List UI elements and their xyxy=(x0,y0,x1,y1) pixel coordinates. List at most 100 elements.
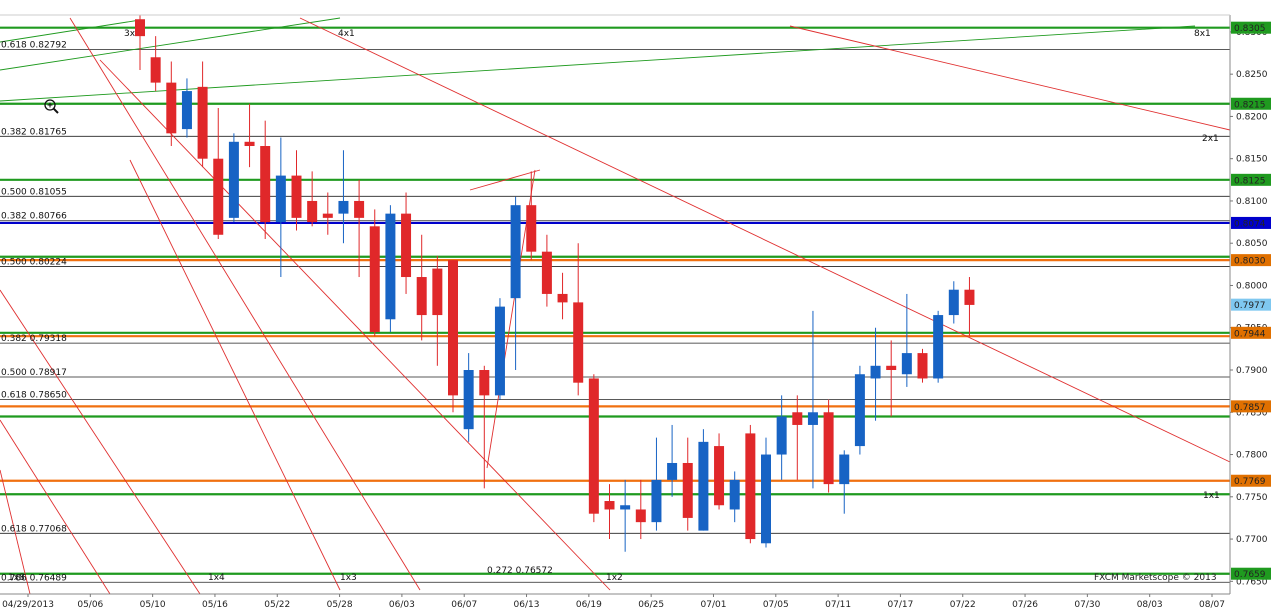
gann-fan-line xyxy=(0,19,141,43)
price-tag-box xyxy=(1231,173,1271,186)
candle-body xyxy=(228,141,239,218)
candle-body xyxy=(494,306,505,396)
candle-body xyxy=(776,416,787,455)
candle-body xyxy=(604,501,615,510)
candle-body xyxy=(401,213,412,278)
candle-body xyxy=(463,370,474,430)
fib-level-label: 0.500 0.78917 xyxy=(1,368,67,378)
price-tag-label: 0.7659 xyxy=(1234,570,1266,580)
x-tick-label: 07/11 xyxy=(825,600,851,610)
candle-body xyxy=(166,82,177,134)
candle-body xyxy=(635,509,646,523)
candle-body xyxy=(526,205,537,252)
gann-label: 4x1 xyxy=(338,29,355,39)
price-tag-label: 0.8030 xyxy=(1234,257,1266,267)
y-tick-label: 0.7700 xyxy=(1236,535,1268,545)
fib-level-label: 0.500 0.81055 xyxy=(1,187,67,197)
gann-fan-line xyxy=(129,159,341,591)
candle-body xyxy=(432,268,443,316)
candle-body xyxy=(714,446,725,506)
candle-body xyxy=(886,365,897,371)
gann-fan-line xyxy=(0,419,111,595)
level-lines-layer xyxy=(0,26,1230,583)
x-tick-label: 05/10 xyxy=(140,600,166,610)
candle-body xyxy=(197,86,208,159)
y-tick-label: 0.7800 xyxy=(1236,451,1268,461)
candle-body xyxy=(823,412,834,485)
price-tag-box xyxy=(1231,21,1271,34)
candle-body xyxy=(213,158,224,235)
candle-body xyxy=(260,146,271,223)
x-tick-label: 08/03 xyxy=(1137,600,1163,610)
watermark: FXCM Marketscope © 2013 xyxy=(1094,573,1217,583)
gann-label: 1x1 xyxy=(1203,491,1220,501)
price-tag-label: 0.8215 xyxy=(1234,100,1266,110)
price-tag-box xyxy=(1231,298,1271,311)
candle-body xyxy=(291,175,302,218)
gann-fan-line xyxy=(69,17,421,591)
candle-body xyxy=(479,370,490,396)
candle-body xyxy=(745,433,756,540)
candle-body xyxy=(870,365,881,379)
price-tag-box xyxy=(1231,97,1271,110)
candle-body xyxy=(385,213,396,320)
x-tick-label: 07/01 xyxy=(701,600,727,610)
candle-body xyxy=(729,479,740,510)
y-tick-label: 0.8150 xyxy=(1236,155,1268,165)
price-tag-box xyxy=(1231,254,1271,267)
fib-level-label: 0.500 0.80224 xyxy=(1,258,67,268)
candle-body xyxy=(698,441,709,531)
candles-layer xyxy=(135,15,975,552)
gann-fan-line xyxy=(0,17,341,71)
zoom-cursor-icon xyxy=(44,99,59,114)
gann-label: 1x8 xyxy=(8,573,25,583)
price-tag-box xyxy=(1231,216,1271,229)
candle-body xyxy=(322,213,333,218)
candle-body xyxy=(244,141,255,147)
candle-body xyxy=(510,205,521,299)
gann-fan-line xyxy=(0,469,31,595)
x-tick-label: 04/29/2013 xyxy=(2,600,54,610)
x-tick-label: 05/28 xyxy=(327,600,353,610)
price-tag-box xyxy=(1231,474,1271,487)
gann-fan-line xyxy=(789,25,1231,131)
fib-level-label: 0.382 0.79318 xyxy=(1,334,67,344)
x-tick-label: 05/22 xyxy=(264,600,290,610)
price-tag-box xyxy=(1231,326,1271,339)
gann-fan-line xyxy=(469,169,541,191)
fib-level-label: 0.382 0.81765 xyxy=(1,127,67,137)
x-tick-label: 08/07 xyxy=(1199,600,1225,610)
y-tick-label: 0.8200 xyxy=(1236,112,1268,122)
candle-body xyxy=(651,479,662,523)
y-tick-label: 0.7850 xyxy=(1236,408,1268,418)
y-tick-label: 0.8000 xyxy=(1236,281,1268,291)
gann-label: 3x1 xyxy=(124,29,141,39)
candle-body xyxy=(839,454,850,485)
gann-label: 2x1 xyxy=(1202,134,1219,144)
candle-body xyxy=(275,175,286,223)
gann-fan-line xyxy=(0,289,201,595)
candle-body xyxy=(620,505,631,510)
candle-body xyxy=(588,378,599,514)
candle-body xyxy=(933,315,944,379)
y-tick-label: 0.8100 xyxy=(1236,197,1268,207)
gann-lines-layer: 3x1 4x1 8x1 2x1 1x1 1x8 1x4 1x3 1x2 xyxy=(0,17,1231,595)
y-tick-label: 0.8050 xyxy=(1236,239,1268,249)
candle-body xyxy=(917,353,928,379)
candle-body xyxy=(181,91,192,130)
price-tag-label: 0.8125 xyxy=(1234,176,1266,186)
candle-body xyxy=(135,19,145,37)
x-tick-label: 06/25 xyxy=(638,600,664,610)
price-tag-label: 0.7977 xyxy=(1234,301,1266,311)
candle-body xyxy=(854,374,865,447)
x-tick-label: 06/03 xyxy=(389,600,415,610)
x-tick-label: 07/05 xyxy=(763,600,789,610)
price-tag-label: 0.8305 xyxy=(1234,24,1266,34)
x-tick-label: 07/22 xyxy=(950,600,976,610)
price-tag-label: 0.7944 xyxy=(1234,329,1266,339)
fib-level-label: 0.382 0.80766 xyxy=(1,212,67,222)
fib-level-label: 0.618 0.77068 xyxy=(1,524,67,534)
candle-body xyxy=(369,226,380,332)
price-tag-label: 0.8074 xyxy=(1234,219,1266,229)
